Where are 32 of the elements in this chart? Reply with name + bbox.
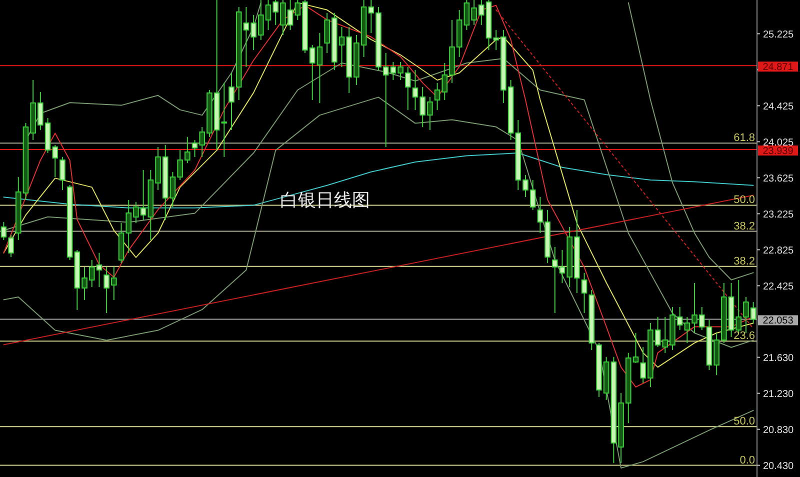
line-series — [3, 96, 754, 468]
annotation: 61.8 — [734, 132, 755, 144]
annotation: 50.0 — [734, 194, 755, 206]
line-series — [628, 2, 754, 280]
ref-line-label: 24.871 — [762, 62, 794, 74]
candlestick — [60, 156, 66, 190]
annotation: 50.0 — [734, 416, 755, 428]
y-tick-label: 20.430 — [763, 460, 794, 472]
candlestick — [221, 82, 228, 158]
candlestick — [0, 222, 7, 241]
ref-line-label: 23.939 — [762, 146, 794, 157]
annotation: 38.2 — [734, 255, 755, 268]
y-tick-label: 21.230 — [763, 388, 794, 400]
y-tick-label: 23.625 — [763, 173, 794, 184]
y-tick-label: 22.425 — [763, 281, 794, 292]
ref-line-label: 22.053 — [762, 316, 794, 327]
y-tick-label: 24.025 — [763, 137, 794, 148]
candlestick — [434, 82, 440, 110]
text: 白银日线图 — [280, 190, 370, 210]
y-tick-label: 22.825 — [763, 245, 794, 256]
y-tick-label: 20.830 — [763, 424, 794, 436]
candlestick — [581, 272, 588, 314]
y-tick-label: 24.425 — [763, 101, 794, 112]
annotation: 38.2 — [734, 220, 755, 232]
y-tick-label: 25.225 — [763, 29, 794, 40]
annotation: 0.0 — [740, 454, 755, 466]
line-series — [3, 152, 754, 208]
y-tick-label: 23.225 — [763, 209, 794, 220]
candlestick — [8, 234, 14, 258]
annotation: 23.6 — [734, 330, 755, 342]
y-tick-label: 21.630 — [763, 352, 794, 364]
candlestick — [316, 32, 323, 104]
